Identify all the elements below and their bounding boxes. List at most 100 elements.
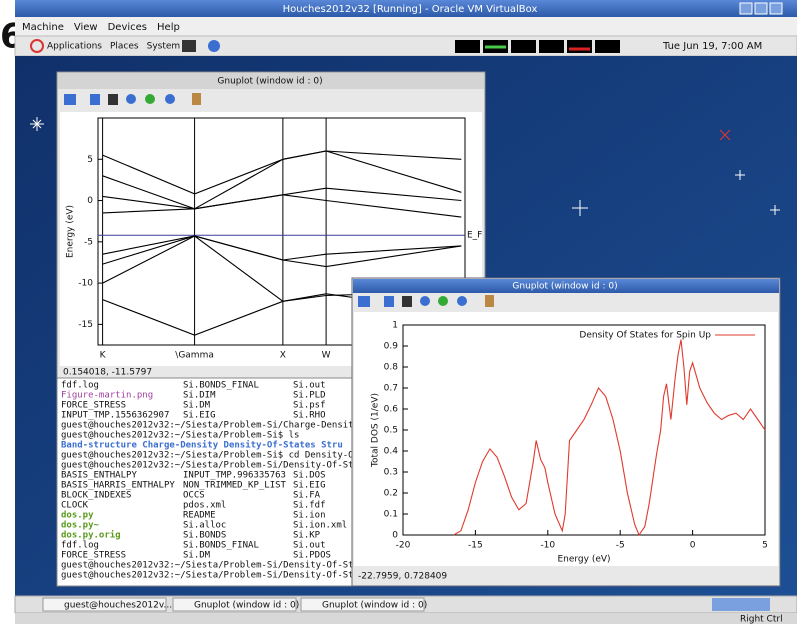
y-axis-label: Total DOS (1/eV) [371,393,381,468]
terminal-text: BASIS_HARRIS_ENTHALPY [61,481,175,491]
vbox-title: Houches2012v32 [Running] - Oracle VM Vir… [283,4,538,15]
fermi-label: E_F [467,231,482,241]
menu-item[interactable]: View [74,22,98,33]
browser-icon[interactable] [208,40,220,52]
gnome-logo[interactable] [30,39,44,53]
titlebar [58,73,484,89]
host-key: Right Ctrl [740,615,783,624]
terminal-text: Si.BONDS_FINAL [183,541,259,551]
window-buttons[interactable] [739,2,783,15]
y-tick-label: 0.3 [384,468,398,478]
y-tick-label: 0 [87,196,93,206]
terminal-text: BASIS_ENTHALPY [61,471,137,481]
terminal-text: FORCE_STRESS [61,551,126,561]
vbox-menubar [15,17,797,36]
terminal-frame [56,377,358,587]
x-tick-label: X [280,351,286,361]
terminal: fdf.log Si.BONDS_FINAL Si.out Figure-martin… [56,377,360,587]
x-axis-label: Energy (eV) [557,555,610,565]
x-tick-label: -10 [540,541,555,551]
x-tick-label: \Gamma [175,351,214,361]
y-tick-label: 0 [392,531,398,541]
terminal-icon[interactable] [182,40,196,52]
terminal-text: Si.EIG [183,411,216,421]
terminal-text: guest@houches2012v32:~/Siesta/Problem-Si… [61,461,359,471]
terminal-text: Si.RHO [293,411,326,421]
terminal-text: CLOCK [61,501,89,511]
x-tick-label: -5 [616,541,625,551]
task-label: Gnuplot (window id : 0) [322,601,427,611]
task-button[interactable] [172,597,297,612]
band-window: Gnuplot (window id : 0) 0.154018, -11.579… [56,71,486,386]
terminal-text: Band-structure Charge-Density Density-Of… [61,440,343,451]
terminal-text: Si.fdf [293,501,326,511]
menu-item[interactable]: Help [157,22,180,33]
y-tick-label: 0.1 [384,510,398,520]
x-tick-label: W [322,351,331,361]
terminal-text: Si.PLD [293,391,326,401]
y-axis-label: Energy (eV) [66,205,76,258]
y-tick-label: 0.9 [384,342,399,352]
panel-menu-item[interactable]: Applications [47,42,102,52]
menu-item[interactable]: Devices [108,22,147,33]
terminal-text: pdos.xml [183,501,226,511]
terminal-text: BLOCK_INDEXES [61,491,131,501]
toolbar[interactable] [358,295,494,307]
terminal-text: guest@houches2012v32:~/Siesta/Problem-Si… [61,421,360,431]
toolbar[interactable] [64,93,201,105]
y-tick-label: 0.4 [384,447,399,457]
y-tick-label: 0.2 [384,489,398,499]
y-tick-label: 5 [87,155,93,165]
terminal-text: Si.out [293,541,326,551]
terminal-text: dos.py.orig [61,530,121,541]
terminal-text: Si.alloc [183,521,226,531]
window-title: Gnuplot (window id : 0) [512,282,617,292]
terminal-text: Si.out [293,381,326,391]
vbox-titlebar [15,0,797,17]
panel-menu-item[interactable]: System [147,42,181,52]
terminal-text: Si.FA [293,491,321,501]
y-tick-label: 0.8 [384,363,399,373]
task-button[interactable] [300,597,425,612]
taskbar: guest@houches2012v... Gnuplot (window id … [14,595,797,624]
terminal-text: guest@houches2012v32:~/Siesta/Problem-Si… [61,431,299,441]
terminal-text: Si.DIM [183,391,216,401]
dos-window: Gnuplot (window id : 0) -22.7959, 0.72840… [351,277,781,587]
terminal-text: Si.psf [293,401,326,411]
data-line [453,339,766,537]
task-button[interactable] [42,597,167,612]
y-tick-label: -5 [84,237,93,247]
window-title: Gnuplot (window id : 0) [217,77,322,87]
terminal-text: Si.PDOS [293,551,331,561]
data-line [102,235,462,261]
y-tick-label: 0.6 [384,405,399,415]
terminal-text: guest@houches2012v32:~/Siesta/Problem-Si… [61,451,359,461]
menu-item[interactable]: Machine [22,22,64,33]
titlebar [353,279,779,293]
terminal-text: fdf.log [61,381,99,391]
terminal-text: FORCE_STRESS [61,401,126,411]
panel-menu-item[interactable]: Places [110,42,139,52]
x-tick-label: -20 [396,541,411,551]
terminal-text: Si.DOS [293,471,326,481]
statusbar [15,613,797,624]
clock[interactable]: Tue Jun 19, 7:00 AM [662,41,762,52]
workspace-switcher[interactable] [712,598,770,611]
terminal-text: Si.DM [183,401,211,411]
status-text: -22.7959, 0.728409 [358,572,447,582]
panel-menu: Applications Places System [47,42,180,52]
y-tick-label: 1 [392,321,398,331]
system-monitors [455,40,620,53]
legend-label: Density Of States for Spin Up [579,331,711,341]
terminal-text: Si.KP [293,531,321,541]
terminal-text: dos.py~ [61,521,100,531]
x-tick-label: K [100,351,107,361]
data-line [102,187,462,210]
x-tick-label: -15 [468,541,483,551]
terminal-text: Figure-martin.png [61,391,153,401]
y-tick-label: 0.7 [384,384,398,394]
terminal-text: fdf.log [61,541,99,551]
terminal-text: INPUT_TMP.1556362907 [61,411,169,421]
plot-canvas [354,312,778,566]
